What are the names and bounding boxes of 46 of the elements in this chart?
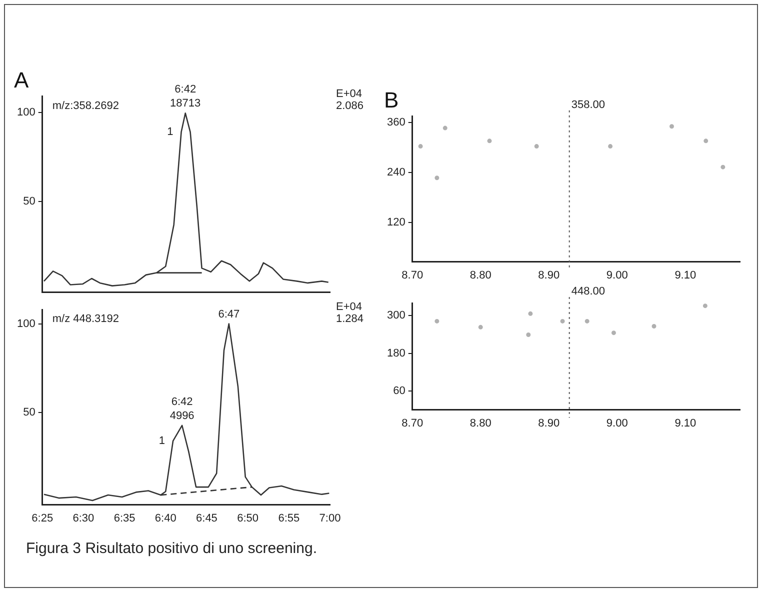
x-tick-label: 8.70 [402, 417, 424, 430]
x-tick-label: 8.80 [470, 269, 492, 282]
text: 2.086 [336, 100, 364, 112]
text: Figura 3 Risultato positivo di uno screening. [26, 540, 317, 557]
x-tick-label: 6:35 [114, 512, 136, 524]
x-tick-label: 8.80 [470, 417, 492, 430]
y-tick-label: 240 [386, 166, 406, 179]
x-tick-label: 6:25 [32, 512, 54, 524]
text: 1.284 [336, 313, 364, 326]
x-tick-label: 9.10 [674, 417, 696, 430]
x-tick-label: 9.00 [606, 269, 628, 282]
annotation: m/z 448.3192 [52, 313, 120, 326]
x-tick-label: 6:55 [278, 512, 300, 524]
annotation: 6:47 [218, 308, 240, 320]
text: 448.00 [571, 286, 606, 298]
y-tick-label: 120 [386, 216, 406, 228]
x-tick-label: 9.10 [674, 269, 696, 282]
x-tick-label: 9.00 [606, 417, 628, 430]
y-tick-label: 360 [386, 116, 406, 129]
x-tick-label: 6:50 [237, 512, 259, 524]
chart-title: A [14, 67, 29, 92]
text: 358.00 [571, 98, 606, 111]
annotation: 1 [167, 126, 174, 138]
text: E+04 [336, 88, 362, 100]
x-tick-label: 8.90 [538, 269, 560, 282]
y-tick-label: 100 [16, 106, 36, 118]
y-tick-label: 180 [386, 347, 406, 360]
y-tick-label: 300 [386, 310, 406, 322]
x-tick-label: 6:40 [154, 512, 176, 524]
annotation: m/z:358.2692 [52, 100, 120, 112]
x-tick-label: 6:30 [72, 512, 94, 524]
chart-title: B [384, 87, 399, 112]
annotation: 18713 [170, 98, 201, 110]
y-tick-label: 50 [23, 196, 36, 208]
y-tick-label: 100 [16, 318, 36, 330]
annotation: 1 [158, 434, 166, 447]
y-tick-label: 50 [23, 406, 36, 419]
x-tick-label: 8.70 [402, 269, 424, 282]
text: E+04 [336, 301, 362, 314]
x-tick-label: 7:00 [319, 512, 341, 524]
annotation: 6:42 [174, 84, 196, 96]
x-tick-label: 8.90 [538, 417, 560, 430]
annotation: 4996 [170, 410, 194, 422]
y-tick-label: 60 [393, 384, 406, 397]
x-tick-label: 6:45 [196, 512, 218, 524]
annotation: 6:42 [171, 396, 193, 408]
